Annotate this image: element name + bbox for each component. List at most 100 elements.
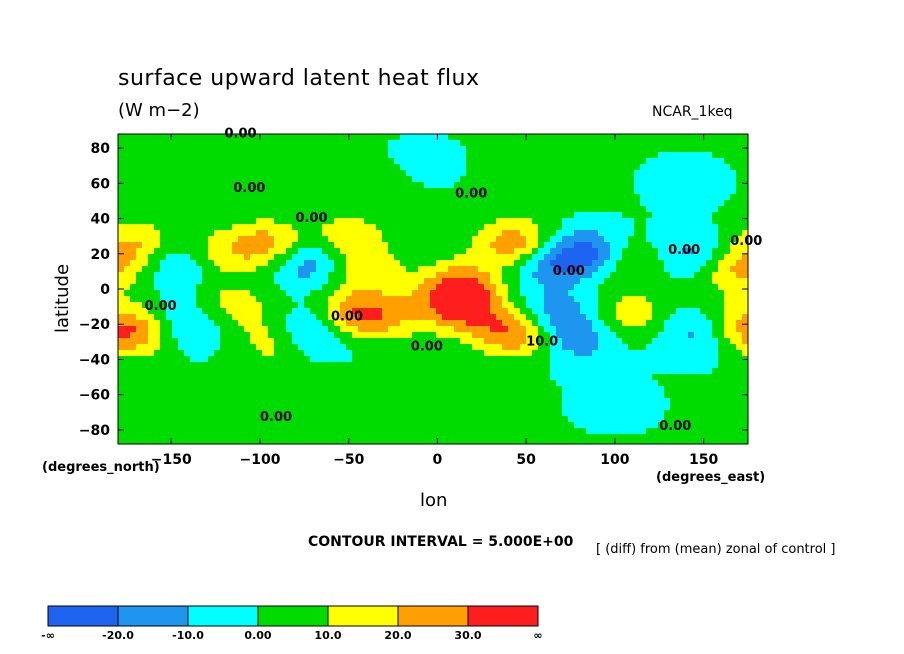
field-cell bbox=[418, 308, 425, 315]
field-cell bbox=[292, 428, 299, 435]
field-cell bbox=[418, 254, 425, 261]
field-cell bbox=[394, 302, 401, 309]
field-cell bbox=[142, 206, 149, 213]
field-cell bbox=[142, 194, 149, 201]
field-cell bbox=[502, 248, 509, 255]
field-cell bbox=[298, 344, 305, 351]
field-cell bbox=[658, 302, 665, 309]
field-cell bbox=[358, 404, 365, 411]
field-cell bbox=[496, 146, 503, 153]
field-cell bbox=[442, 320, 449, 327]
field-cell bbox=[496, 440, 503, 444]
field-cell bbox=[604, 320, 611, 327]
field-cell bbox=[514, 248, 521, 255]
field-cell bbox=[670, 266, 677, 273]
field-cell bbox=[274, 290, 281, 297]
field-cell bbox=[142, 152, 149, 159]
field-cell bbox=[484, 152, 491, 159]
field-cell bbox=[544, 332, 551, 339]
field-cell bbox=[616, 416, 623, 423]
field-cell bbox=[142, 308, 149, 315]
field-cell bbox=[502, 440, 509, 444]
field-cell bbox=[640, 260, 647, 267]
field-cell bbox=[508, 254, 515, 261]
field-cell bbox=[616, 230, 623, 237]
field-cell bbox=[664, 404, 671, 411]
field-cell bbox=[166, 374, 173, 381]
field-cell bbox=[412, 410, 419, 417]
field-cell bbox=[478, 302, 485, 309]
field-cell bbox=[502, 272, 509, 279]
field-cell bbox=[196, 272, 203, 279]
field-cell bbox=[460, 134, 467, 141]
field-cell bbox=[376, 344, 383, 351]
field-cell bbox=[292, 278, 299, 285]
field-cell bbox=[610, 362, 617, 369]
field-cell bbox=[304, 368, 311, 375]
field-cell bbox=[172, 134, 179, 141]
field-cell bbox=[370, 422, 377, 429]
field-cell bbox=[376, 278, 383, 285]
field-cell bbox=[220, 200, 227, 207]
field-cell bbox=[388, 326, 395, 333]
field-cell bbox=[238, 338, 245, 345]
field-cell bbox=[496, 380, 503, 387]
field-cell bbox=[406, 332, 413, 339]
field-cell bbox=[562, 188, 569, 195]
field-cell bbox=[310, 314, 317, 321]
field-cell bbox=[238, 416, 245, 423]
field-cell bbox=[508, 284, 515, 291]
field-cell bbox=[622, 386, 629, 393]
field-cell bbox=[250, 236, 257, 243]
field-cell bbox=[520, 368, 527, 375]
field-cell bbox=[130, 242, 137, 249]
field-cell bbox=[328, 398, 335, 405]
field-cell bbox=[430, 254, 437, 261]
field-cell bbox=[244, 308, 251, 315]
field-cell bbox=[460, 296, 467, 303]
field-cell bbox=[376, 284, 383, 291]
field-cell bbox=[196, 164, 203, 171]
field-cell bbox=[496, 434, 503, 441]
field-cell bbox=[598, 152, 605, 159]
field-cell bbox=[472, 146, 479, 153]
field-cell bbox=[268, 266, 275, 273]
field-cell bbox=[556, 176, 563, 183]
field-cell bbox=[358, 206, 365, 213]
field-cell bbox=[502, 182, 509, 189]
field-cell bbox=[622, 200, 629, 207]
field-cell bbox=[286, 176, 293, 183]
field-cell bbox=[400, 254, 407, 261]
field-cell bbox=[544, 308, 551, 315]
field-cell bbox=[688, 200, 695, 207]
field-cell bbox=[256, 440, 263, 444]
field-cell bbox=[244, 134, 251, 141]
field-cell bbox=[202, 260, 209, 267]
field-cell bbox=[466, 434, 473, 441]
field-cell bbox=[172, 320, 179, 327]
field-cell bbox=[328, 194, 335, 201]
field-cell bbox=[358, 386, 365, 393]
field-cell bbox=[670, 182, 677, 189]
field-cell bbox=[436, 158, 443, 165]
field-cell bbox=[658, 362, 665, 369]
field-cell bbox=[526, 200, 533, 207]
field-cell bbox=[562, 146, 569, 153]
field-cell bbox=[544, 206, 551, 213]
field-cell bbox=[226, 176, 233, 183]
field-cell bbox=[394, 152, 401, 159]
field-cell bbox=[370, 380, 377, 387]
field-cell bbox=[664, 380, 671, 387]
field-cell bbox=[532, 134, 539, 141]
field-cell bbox=[652, 428, 659, 435]
field-cell bbox=[568, 278, 575, 285]
field-cell bbox=[166, 194, 173, 201]
field-cell bbox=[682, 254, 689, 261]
field-cell bbox=[118, 398, 125, 405]
field-cell bbox=[226, 134, 233, 141]
field-cell bbox=[292, 302, 299, 309]
field-cell bbox=[682, 230, 689, 237]
field-cell bbox=[526, 416, 533, 423]
field-cell bbox=[550, 200, 557, 207]
field-cell bbox=[346, 380, 353, 387]
